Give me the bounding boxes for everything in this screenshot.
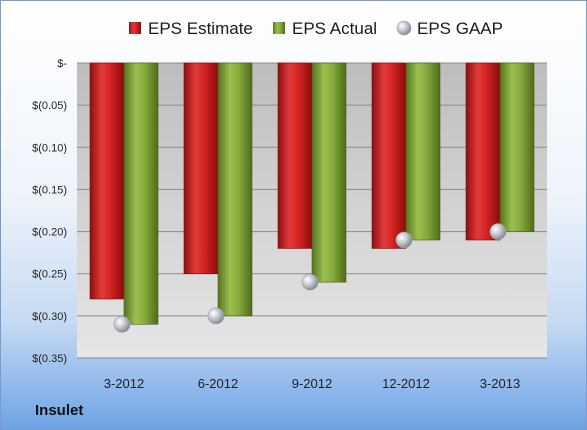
eps-actual-bar: [405, 62, 441, 241]
x-tick-label: 3-2012: [104, 376, 144, 391]
eps-gaap-point: [301, 273, 319, 291]
legend-item: EPS GAAP: [396, 19, 503, 38]
x-tick-label: 6-2012: [198, 376, 238, 391]
eps-estimate-bar: [183, 62, 219, 275]
x-tick-label: 3-2013: [480, 376, 520, 391]
legend-swatch: [273, 22, 285, 34]
legend: EPS Estimate EPS Actual EPS GAAP: [129, 19, 503, 38]
y-tick-label: $(0.10): [32, 142, 67, 154]
eps-estimate-bar: [277, 62, 313, 249]
legend-label: EPS Actual: [292, 19, 377, 38]
plot-area: $- $(0.05) $(0.10) $(0.15) $(0.20) $(0.25) $(0…: [32, 58, 547, 391]
eps-actual-bar: [217, 62, 253, 317]
eps-actual-bar: [499, 62, 535, 232]
legend-item: EPS Actual: [273, 19, 377, 38]
eps-actual-bar: [311, 62, 347, 283]
x-tick-label: 9-2012: [292, 376, 332, 391]
eps-gaap-point: [113, 315, 131, 333]
eps-gaap-point: [207, 307, 225, 325]
y-tick-label: $(0.30): [32, 311, 67, 323]
y-tick-label: $(0.05): [32, 100, 67, 112]
y-tick-label: $(0.35): [32, 353, 67, 365]
legend-label: EPS GAAP: [417, 19, 503, 38]
eps-estimate-bar: [371, 62, 407, 249]
legend-swatch: [396, 20, 412, 36]
legend-item: EPS Estimate: [129, 19, 253, 38]
eps-gaap-point: [489, 223, 507, 240]
eps-gaap-point: [395, 231, 413, 249]
legend-label: EPS Estimate: [148, 19, 253, 38]
company-name: Insulet: [35, 402, 84, 419]
y-tick-label: $(0.15): [32, 184, 67, 196]
eps-estimate-bar: [465, 62, 501, 241]
y-tick-label: $-: [57, 58, 67, 70]
y-tick-label: $(0.25): [32, 269, 67, 281]
y-tick-label: $(0.20): [32, 227, 67, 239]
eps-actual-bar: [123, 62, 159, 325]
x-tick-label: 12-2012: [382, 376, 430, 391]
eps-estimate-bar: [89, 62, 125, 300]
legend-swatch: [129, 22, 141, 34]
